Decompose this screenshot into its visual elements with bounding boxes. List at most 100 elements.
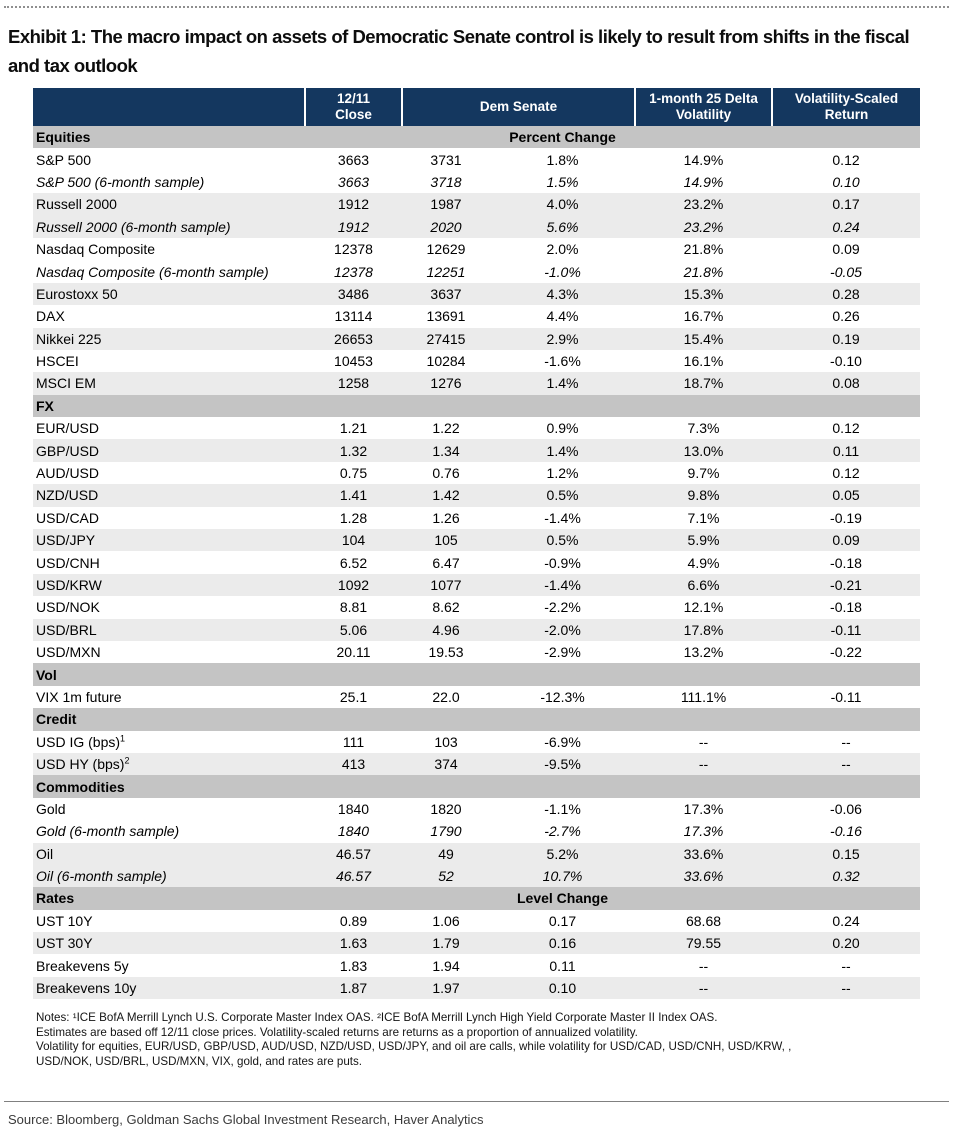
cell-value: 1840 (337, 800, 370, 817)
table-row: S&P 500 (6-month sample) 3663 3718 1.5% 14.9… (33, 171, 920, 193)
section-empty-cell (402, 775, 490, 798)
row-label: S&P 500 (36, 151, 92, 168)
cell-value: 4.4% (546, 308, 579, 325)
section-empty-cell (305, 708, 402, 731)
cell-value: 1987 (402, 193, 490, 216)
cell-value: 1840 (337, 823, 370, 840)
cell-value: 1.87 (305, 976, 402, 1000)
row-label: USD IG (bps)1 (36, 733, 126, 750)
cell-value: 0.12 (832, 465, 860, 482)
cell-value: 21.8% (683, 241, 724, 258)
cell-value: -0.11 (772, 618, 921, 641)
cell-value: -- (772, 752, 921, 776)
table-row: USD HY (bps)2 413 374 -9.5% -- -- (33, 752, 921, 776)
section-empty-cell (402, 126, 490, 149)
cell-value: 0.20 (772, 932, 921, 955)
table-row: Nasdaq Composite (6-month sample) 12378 12… (33, 260, 920, 282)
row-label: Breakevens 10y (33, 976, 305, 1000)
table-row: NZD/USD 1.41 1.42 0.5% 9.8% 0.05 (33, 484, 921, 507)
row-label: GBP/USD (33, 439, 305, 462)
cell-value: 6.47 (432, 554, 460, 571)
cell-value: 25.1 (339, 688, 368, 705)
cell-value: 0.19 (772, 327, 921, 350)
cell-value: -- (698, 733, 709, 750)
cell-value: -0.11 (830, 688, 862, 705)
row-label: UST 10Y (36, 912, 93, 929)
cell-value: 1.97 (402, 976, 490, 1000)
cell-value: 7.1% (687, 509, 720, 526)
table-row: UST 10Y 0.89 1.06 0.17 68.68 0.24 (33, 910, 920, 932)
notes-line: USD/NOK, USD/BRL, USD/MXN, VIX, gold, an… (36, 1054, 363, 1068)
section-change-label: Percent Change (490, 126, 636, 149)
section-empty-cell (305, 887, 402, 910)
cell-value: 9.8% (635, 484, 773, 507)
table-row: USD/BRL 5.06 4.96 -2.0% 17.8% -0.11 (33, 618, 921, 641)
cell-value: 0.5% (490, 484, 636, 507)
cell-value: 1.79 (402, 932, 490, 955)
cell-value: 5.6% (490, 215, 636, 238)
row-label: Breakevens 5y (36, 957, 129, 974)
header-volatility: 1-month 25 Delta Volatility (634, 88, 773, 126)
cell-value: 0.5% (490, 529, 636, 552)
cell-value: 1.28 (339, 509, 368, 526)
cell-value: 10.7% (490, 864, 636, 888)
cell-value: -- (841, 957, 851, 974)
section-change-label (490, 708, 636, 731)
cell-value: 1.32 (305, 439, 402, 462)
cell-value: -2.7% (544, 823, 581, 840)
row-label: USD/JPY (33, 529, 305, 552)
cell-value: -2.0% (490, 618, 636, 641)
cell-value: -12.3% (540, 688, 585, 705)
section-change-label: Level Change (490, 887, 636, 910)
table-notes: Notes: ¹ICE BofA Merrill Lynch U.S. Corp… (36, 1011, 926, 1069)
header-close-line1: 12/11 (336, 91, 371, 106)
section-empty-cell (772, 887, 921, 910)
cell-value: -1.0% (544, 263, 581, 280)
cell-value: 1912 (305, 193, 402, 216)
row-label: Gold (6-month sample) (36, 823, 180, 840)
cell-value: -- (635, 752, 773, 776)
row-label: NZD/USD (33, 484, 305, 507)
cell-value: 17.3% (683, 800, 724, 817)
cell-value: 8.81 (339, 599, 368, 616)
cell-value: 12378 (334, 263, 373, 280)
cell-value: 0.75 (339, 465, 368, 482)
cell-value: 0.11 (549, 957, 576, 974)
table-row: Gold 1840 1820 -1.1% 17.3% -0.06 (33, 798, 920, 820)
section-header-row: Rates Level Change (33, 887, 921, 910)
table-row: USD/CAD 1.28 1.26 -1.4% 7.1% -0.19 (33, 507, 920, 529)
cell-value: 0.17 (548, 912, 577, 929)
cell-value: 13.2% (683, 644, 724, 661)
cell-value: 1.41 (305, 484, 402, 507)
header-empty-cell (33, 88, 305, 126)
cell-value: 4.9% (687, 554, 720, 571)
row-label: S&P 500 (6-month sample) (36, 173, 205, 190)
cell-value: 1276 (402, 372, 490, 395)
table-row: Russell 2000 (6-month sample) 1912 2020 5.6… (33, 215, 921, 238)
cell-value: 105 (402, 529, 490, 552)
table-row: Oil 46.57 49 5.2% 33.6% 0.15 (33, 842, 921, 865)
cell-value: -9.5% (490, 752, 636, 776)
cell-value: -0.18 (830, 599, 862, 616)
section-header-row: Vol (33, 663, 921, 686)
cell-value: 15.3% (635, 282, 773, 306)
cell-value: 0.12 (832, 420, 860, 437)
exhibit-table: 12/11 Close Dem Senate 1-month 25 Delta V… (33, 88, 921, 1000)
cell-value: 1.26 (432, 509, 460, 526)
cell-value: 4.0% (490, 193, 636, 216)
cell-value: 5.06 (305, 618, 402, 641)
section-empty-cell (402, 708, 490, 731)
table-row: USD/CNH 6.52 6.47 -0.9% 4.9% -0.18 (33, 551, 920, 573)
row-label: EUR/USD (36, 420, 100, 437)
cell-value: 1258 (305, 372, 402, 395)
cell-value: 3663 (337, 151, 370, 168)
row-label: Russell 2000 (6-month sample) (33, 215, 305, 238)
cell-value: 12.1% (683, 599, 724, 616)
cell-value: 33.6% (635, 842, 773, 865)
table-row: UST 30Y 1.63 1.79 0.16 79.55 0.20 (33, 932, 921, 955)
cell-value: -0.9% (544, 554, 581, 571)
cell-value: 21.8% (683, 263, 724, 280)
row-label: USD/NOK (36, 599, 100, 616)
cell-value: 2020 (402, 215, 490, 238)
table-row: Eurostoxx 50 3486 3637 4.3% 15.3% 0.28 (33, 282, 921, 306)
